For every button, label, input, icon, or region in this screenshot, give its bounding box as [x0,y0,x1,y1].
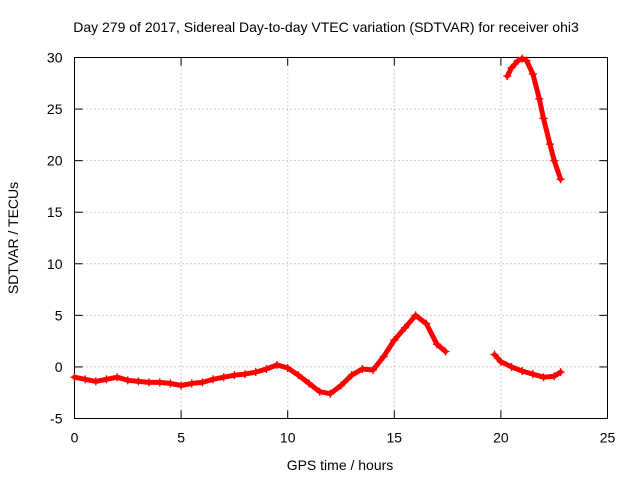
data-series [70,54,565,398]
x-tick-labels: 0 5 10 15 20 25 [71,430,616,446]
data-point [545,140,554,149]
series-segment-1 [70,311,450,398]
data-point [528,370,537,379]
data-point [166,379,175,388]
data-point [145,378,154,387]
data-point [556,175,565,184]
data-point [441,347,450,356]
data-point [134,377,143,386]
chart-title: Day 279 of 2017, Sidereal Day-to-day VTE… [73,19,579,35]
data-point [518,54,527,63]
data-point [262,364,271,373]
data-point [379,352,388,361]
data-point [337,381,345,390]
grid-lines [74,57,608,419]
y-tick-label: 30 [47,50,63,66]
x-tick-label: 25 [600,430,616,446]
data-point [390,336,399,345]
data-point [230,371,239,380]
data-point [513,56,522,65]
data-point [326,389,335,398]
data-point [522,56,531,65]
x-tick-label: 20 [493,430,509,446]
data-point [91,377,100,386]
data-point [198,378,207,387]
data-point [539,373,548,382]
x-tick-label: 10 [280,430,296,446]
data-point [123,376,132,385]
data-point [400,323,409,332]
x-tick-label: 5 [177,430,185,446]
axis-ticks [74,57,608,419]
data-point [518,367,527,376]
data-point [305,379,314,388]
y-tick-label: 15 [47,204,63,220]
data-point [113,373,122,382]
data-point [528,70,537,79]
data-point [209,375,218,384]
y-tick-label: 5 [55,307,63,323]
x-axis-label: GPS time / hours [287,457,394,473]
data-point [102,375,111,384]
data-point [241,370,250,379]
data-point [550,156,559,165]
y-tick-labels: -5 0 5 10 15 20 25 30 [47,50,63,427]
x-tick-label: 15 [387,430,403,446]
series-line [72,312,448,397]
data-point [81,375,90,384]
data-point [177,381,186,390]
series-line [492,352,564,380]
data-point [219,373,228,382]
x-tick-label: 0 [71,430,79,446]
y-tick-label: 10 [47,256,63,272]
data-point [315,387,324,396]
data-point [422,319,431,328]
y-axis-label: SDTVAR / TECUs [5,182,21,294]
data-point [251,368,260,377]
y-tick-label: 25 [47,101,63,117]
series-segment-2 [490,350,565,382]
series-segment-3 [503,54,565,184]
data-point [283,363,292,372]
data-point [294,371,303,380]
data-point [556,368,565,377]
data-point [550,372,559,381]
data-point [535,94,544,103]
y-tick-label: 20 [47,153,63,169]
data-point [432,340,441,349]
data-point [155,378,164,387]
data-point [187,379,196,388]
data-point [490,350,499,359]
data-point [368,366,377,375]
data-point [507,362,516,371]
data-point [507,63,516,72]
data-point [411,311,420,320]
data-point [358,364,367,373]
data-point [539,114,548,123]
data-point [503,72,512,81]
data-point [273,360,282,369]
y-tick-label: -5 [50,411,63,427]
data-point [70,373,79,382]
y-tick-label: 0 [55,359,63,375]
data-point [496,357,505,366]
plot-frame [74,57,608,419]
data-point [347,371,356,380]
